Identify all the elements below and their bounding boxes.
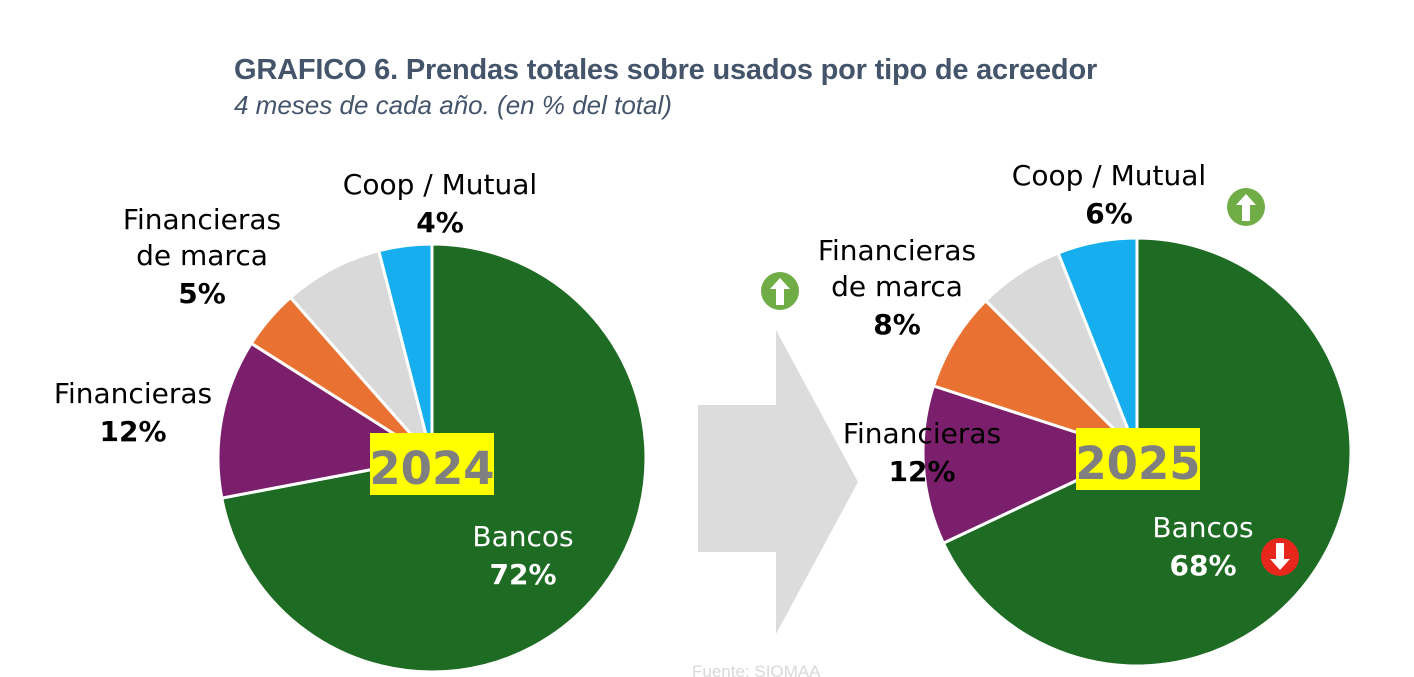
slice-label-financieras-2024: Financieras: [54, 377, 212, 410]
slice-label-financieras-de-marca-2025: de marca: [831, 270, 963, 303]
slice-value-financieras-de-marca-2024: 5%: [178, 277, 226, 310]
slice-label-financieras-de-marca-2025: Financieras: [818, 234, 976, 267]
slice-label-bancos-2024: Bancos: [472, 520, 573, 553]
arrow-down-circle-icon: [1261, 538, 1299, 576]
arrow-up-circle-icon: [761, 272, 799, 310]
slice-value-coop-mutual-2025: 6%: [1085, 197, 1133, 230]
slice-label-coop-mutual-2024: Coop / Mutual: [343, 168, 537, 201]
arrow-up-circle-icon-arrow: [770, 278, 790, 305]
slice-label-financieras-2025: Financieras: [843, 417, 1001, 450]
year-label-2025: 2025: [1075, 437, 1200, 490]
slice-label-financieras-de-marca-2024: Financieras: [123, 203, 281, 236]
chart-subtitle: 4 meses de cada año. (en % del total): [234, 90, 672, 120]
chart-title: GRAFICO 6. Prendas totales sobre usados …: [234, 54, 1098, 86]
pie-slice-financieras-de-marca-2025: [931, 299, 1139, 454]
source-note: Fuente: SIOMAA: [692, 662, 821, 677]
slice-value-financieras-2025: 12%: [888, 455, 955, 488]
pie-slice-financieras-2025: [921, 384, 1139, 545]
slice-label-financieras-de-marca-2024: de marca: [136, 239, 268, 272]
year-highlight-2025: [1076, 428, 1200, 490]
arrow-up-circle-icon: [1227, 188, 1265, 226]
slice-value-financieras-2024: 12%: [99, 415, 166, 448]
pie-slice-coop-mutual-2025: [1056, 236, 1139, 454]
slice-label-coop-mutual-2025: Coop / Mutual: [1012, 159, 1206, 192]
pie-slice-coop-mutual-2024: [377, 242, 434, 460]
year-label-2024: 2024: [369, 442, 494, 495]
pie-slice-other-2024: [288, 249, 434, 460]
arrow-down-circle-icon-arrow: [1270, 543, 1290, 570]
year-highlight-2024: [370, 433, 494, 495]
slice-value-financieras-de-marca-2025: 8%: [873, 308, 921, 341]
slice-value-bancos-2025: 68%: [1169, 549, 1236, 582]
slice-label-bancos-2025: Bancos: [1152, 511, 1253, 544]
slice-value-coop-mutual-2024: 4%: [416, 206, 464, 239]
year-labels: 2024 2025: [369, 428, 1201, 495]
slice-value-bancos-2024: 72%: [489, 558, 556, 591]
transition-arrow: [698, 330, 858, 634]
pie-chart-2025: [921, 236, 1353, 668]
chart-title-block: GRAFICO 6. Prendas totales sobre usados …: [234, 54, 1097, 121]
change-indicators: [761, 188, 1299, 576]
arrow-up-circle-icon-arrow: [1236, 194, 1256, 221]
